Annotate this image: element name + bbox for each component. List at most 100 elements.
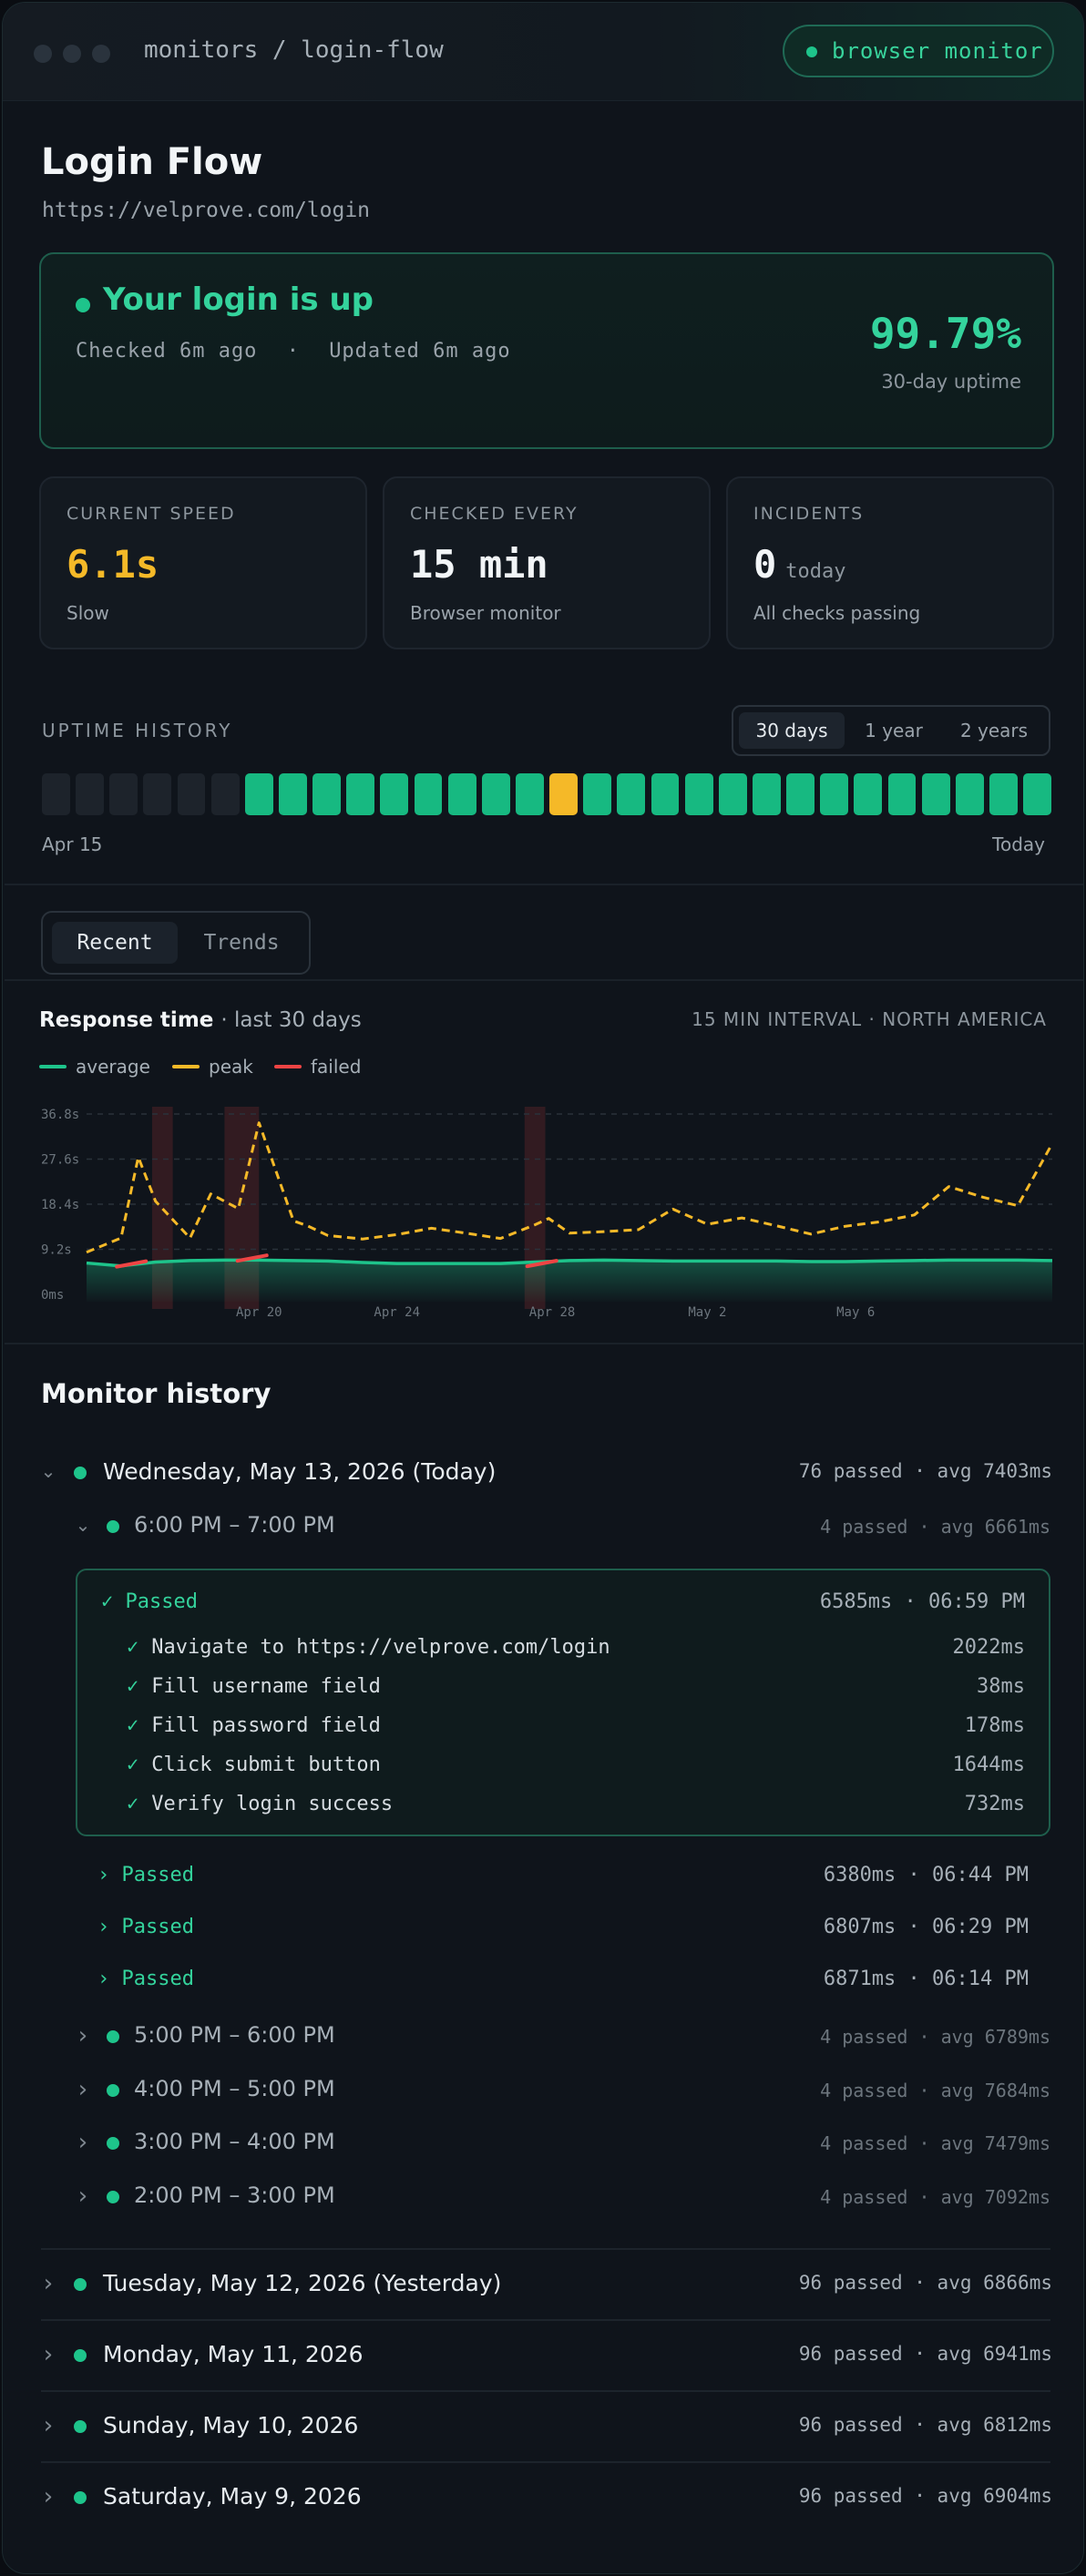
window-maximize-dot[interactable] [92,45,110,63]
chevron-right-icon[interactable]: › [77,2075,88,2103]
hour-meta: 4 passed · avg 6789ms [820,2026,1050,2048]
day-row-today[interactable]: ⌄ Wednesday, May 13, 2026 (Today) 76 pas… [39,1455,1052,1491]
uptime-day-bar[interactable] [210,773,240,815]
uptime-day-bar[interactable] [921,773,950,815]
uptime-end-date: Today [992,833,1045,855]
hour-row[interactable]: › 3:00 PM – 4:00 PM 4 passed · avg 7479ms [74,2125,1050,2162]
uptime-day-bar[interactable] [1023,773,1051,815]
run-row[interactable]: › Passed 6380ms · 06:44 PM [97,1864,1029,1895]
day-meta: 96 passed · avg 6866ms [798,2272,1052,2294]
chevron-right-icon[interactable]: › [77,2182,88,2210]
check-icon: ✓ [127,1793,139,1815]
failed-band [151,1107,173,1309]
chevron-right-icon[interactable]: › [43,2270,54,2297]
uptime-day-bar[interactable] [684,773,713,815]
step-label: Fill password field [151,1714,381,1737]
day-row[interactable]: › Sunday, May 10, 2026 96 passed · avg 681… [39,2408,1052,2445]
divider [5,1343,1083,1344]
hour-row-open[interactable]: ⌄ 6:00 PM – 7:00 PM 4 passed · avg 6661m… [74,1508,1050,1545]
uptime-day-bar[interactable] [989,773,1018,815]
day-row[interactable]: › Monday, May 11, 2026 96 passed · avg 694… [39,2337,1052,2374]
check-icon: ✓ [127,1714,139,1737]
hour-row[interactable]: › 2:00 PM – 3:00 PM 4 passed · avg 7092ms [74,2179,1050,2215]
uptime-day-bar[interactable] [753,773,781,815]
run-row[interactable]: › Passed 6807ms · 06:29 PM [97,1916,1029,1947]
breadcrumb[interactable]: monitors / login-flow [144,36,444,64]
range-30-days[interactable]: 30 days [739,712,845,749]
day-label: Tuesday, May 12, 2026 (Yesterday) [103,2270,502,2296]
status-dot-icon [74,1467,87,1479]
check-icon: ✓ [127,1753,139,1776]
uptime-day-bar[interactable] [786,773,814,815]
chevron-right-icon[interactable]: › [43,2341,54,2368]
uptime-day-bar[interactable] [109,773,138,815]
uptime-day-bar[interactable] [516,773,544,815]
uptime-history-label: UPTIME HISTORY [42,720,233,741]
chart-meta: 15 MIN INTERVAL · NORTH AMERICA [692,1008,1047,1030]
hour-row[interactable]: › 5:00 PM – 6:00 PM 4 passed · avg 6789ms [74,2019,1050,2055]
y-tick-label: 0ms [41,1288,64,1303]
chevron-right-icon[interactable]: › [77,2022,88,2050]
uptime-day-bar[interactable] [955,773,984,815]
step-duration: 38ms [977,1675,1025,1698]
run-step: ✓ Fill password field [127,1714,381,1737]
window-close-dot[interactable] [34,45,52,63]
failed-mark [235,1253,269,1263]
uptime-day-bar[interactable] [76,773,104,815]
status-dot-icon [74,2349,87,2362]
run-step: ✓ Click submit button [127,1753,381,1776]
run-status[interactable]: ✓ Passed [101,1590,198,1613]
uptime-day-bar[interactable] [481,773,510,815]
failed-band [524,1107,546,1309]
day-row[interactable]: › Saturday, May 9, 2026 96 passed · avg 69… [39,2479,1052,2516]
chevron-down-icon[interactable]: ⌄ [40,1460,56,1482]
status-dot-icon [107,2030,119,2043]
day-row[interactable]: › Tuesday, May 12, 2026 (Yesterday) 96 pas… [39,2266,1052,2303]
uptime-start-date: Apr 15 [42,833,103,855]
failed-mark [525,1259,558,1269]
chevron-right-icon[interactable]: › [43,2412,54,2439]
run-meta: 6585ms · 06:59 PM [819,1590,1025,1613]
uptime-day-bar[interactable] [887,773,917,815]
uptime-day-bar[interactable] [549,773,578,815]
checked-time: Checked 6m ago [76,340,258,363]
chevron-right-icon[interactable]: › [43,2483,54,2510]
hour-row[interactable]: › 4:00 PM – 5:00 PM 4 passed · avg 7684ms [74,2072,1050,2109]
legend-swatch-peak [172,1064,200,1068]
uptime-day-bar[interactable] [414,773,443,815]
uptime-day-bar[interactable] [244,773,273,815]
chart-title: Response time · last 30 days [39,1008,362,1032]
run-row[interactable]: › Passed 6871ms · 06:14 PM [97,1968,1029,1998]
chevron-down-icon[interactable]: ⌄ [75,1514,91,1536]
range-1-year[interactable]: 1 year [865,720,923,741]
uptime-day-bar[interactable] [583,773,612,815]
hour-meta: 4 passed · avg 7479ms [820,2132,1050,2154]
tab-trends[interactable]: Trends [203,931,280,955]
day-label: Sunday, May 10, 2026 [103,2412,359,2438]
uptime-day-bar[interactable] [380,773,409,815]
uptime-day-bar[interactable] [177,773,206,815]
window-minimize-dot[interactable] [63,45,81,63]
legend-average: average [39,1056,150,1078]
status-meta: Checked 6m ago · Updated 6m ago [76,340,511,363]
chevron-right-icon[interactable]: › [77,2129,88,2156]
uptime-day-bar[interactable] [312,773,341,815]
uptime-day-bar[interactable] [42,773,70,815]
uptime-day-bar[interactable] [820,773,849,815]
uptime-day-bar[interactable] [651,773,680,815]
step-label: Click submit button [151,1753,381,1776]
run-status: › Passed [97,1864,194,1886]
status-dot-icon [107,2137,119,2150]
tab-recent[interactable]: Recent [52,922,178,964]
monitor-url[interactable]: https://velprove.com/login [42,199,371,222]
uptime-day-bar[interactable] [718,773,747,815]
uptime-day-bar[interactable] [346,773,375,815]
uptime-day-bar[interactable] [447,773,476,815]
uptime-day-bar[interactable] [617,773,646,815]
day-meta: 96 passed · avg 6941ms [798,2343,1052,2365]
step-label: Verify login success [151,1793,394,1815]
uptime-day-bar[interactable] [854,773,883,815]
range-2-years[interactable]: 2 years [959,720,1029,741]
uptime-day-bar[interactable] [143,773,172,815]
uptime-day-bar[interactable] [279,773,307,815]
